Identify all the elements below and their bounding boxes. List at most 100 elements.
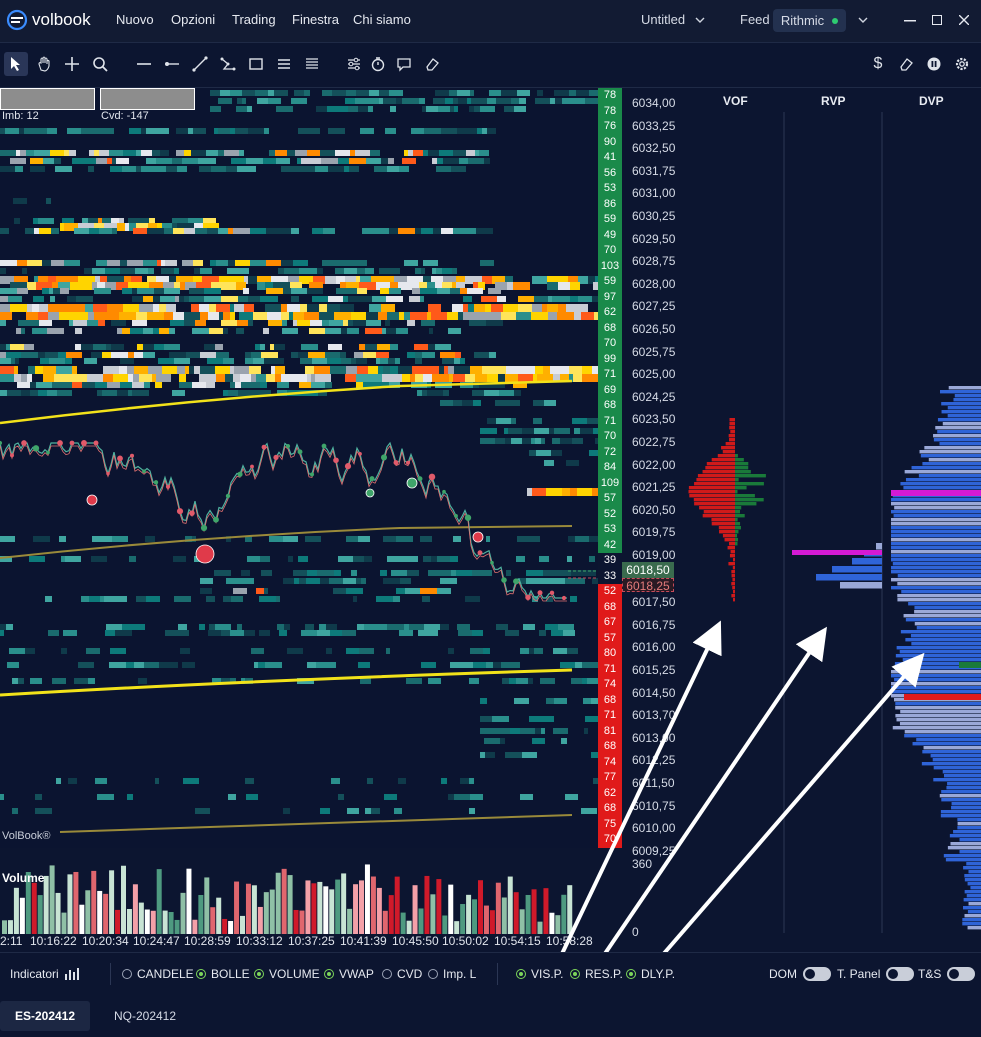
heatmap-cell xyxy=(223,328,228,334)
feed-chevron-down-icon[interactable] xyxy=(858,17,868,23)
radio-icon[interactable] xyxy=(428,969,438,979)
option-impl[interactable]: Imp. L xyxy=(428,967,476,981)
heatmap-cell xyxy=(407,352,415,358)
heatmap-cell xyxy=(109,312,119,320)
option-bolle[interactable]: BOLLE xyxy=(196,967,250,981)
radio-icon[interactable] xyxy=(254,969,264,979)
heatmap-cell xyxy=(33,296,44,302)
heatmap-cell xyxy=(253,358,264,364)
menu-finestra[interactable]: Finestra xyxy=(292,12,339,27)
price-axis[interactable]: 6018,50 6018,25 360 0 6034,00 6033,25 6032… xyxy=(622,88,685,939)
heatmap-chart[interactable]: Imb: 12 Cvd: -147 VolBook® xyxy=(0,88,622,848)
menu-trading[interactable]: Trading xyxy=(232,12,276,27)
dvp-bar xyxy=(930,754,981,758)
heatmap-cell xyxy=(134,366,148,374)
radio-icon[interactable] xyxy=(516,969,526,979)
radio-icon[interactable] xyxy=(626,969,636,979)
bid-cell: 70 xyxy=(598,243,622,259)
option-label: CVD xyxy=(397,967,423,981)
close-icon[interactable] xyxy=(959,15,969,25)
volume-label: Volume xyxy=(2,871,45,885)
option-visp[interactable]: VIS.P. xyxy=(516,967,563,981)
maximize-icon[interactable] xyxy=(932,15,942,25)
option-label: Imp. L xyxy=(443,967,477,981)
zoom-icon[interactable] xyxy=(88,52,112,76)
heatmap-cell xyxy=(208,312,219,320)
heatmap-cell xyxy=(239,150,244,156)
option-dlyp[interactable]: DLY.P. xyxy=(626,967,675,981)
heatmap-cell xyxy=(510,728,520,734)
ray-icon[interactable] xyxy=(160,52,184,76)
crosshair-icon[interactable] xyxy=(60,52,84,76)
option-cvd[interactable]: CVD xyxy=(382,967,422,981)
gear-icon[interactable] xyxy=(950,52,974,76)
option-resp[interactable]: RES.P. xyxy=(570,967,623,981)
heatmap-cell xyxy=(266,228,278,234)
hline-icon[interactable] xyxy=(132,52,156,76)
pause-icon[interactable] xyxy=(922,52,946,76)
eraser-icon[interactable] xyxy=(420,52,444,76)
heatmap-cell xyxy=(337,106,348,112)
rectangle-icon[interactable] xyxy=(244,52,268,76)
heatmap-cell xyxy=(470,794,483,800)
tab-nq[interactable]: NQ-202412 xyxy=(113,1009,177,1023)
heatmap-cell xyxy=(293,320,297,326)
chat-icon[interactable] xyxy=(392,52,416,76)
menu-chi-siamo[interactable]: Chi siamo xyxy=(353,12,411,27)
hand-icon[interactable] xyxy=(32,52,56,76)
menu-nuovo[interactable]: Nuovo xyxy=(116,12,154,27)
option-candele[interactable]: CANDELE xyxy=(122,967,194,981)
heatmap-cell xyxy=(200,578,213,584)
list-icon[interactable] xyxy=(300,52,324,76)
radio-icon[interactable] xyxy=(324,969,334,979)
ask-cell: 70 xyxy=(598,832,622,848)
radio-icon[interactable] xyxy=(122,969,132,979)
tab-es[interactable]: ES-202412 xyxy=(0,1001,90,1031)
heatmap-cell xyxy=(91,556,107,562)
radio-icon[interactable] xyxy=(196,969,206,979)
radio-icon[interactable] xyxy=(570,969,580,979)
dvp-bar xyxy=(891,578,981,582)
dom-toggle[interactable]: DOM xyxy=(769,967,831,981)
heatmap-cell xyxy=(230,678,236,684)
dvp-bar xyxy=(903,666,981,670)
option-vwap[interactable]: VWAP xyxy=(324,967,374,981)
heatmap-cell xyxy=(567,556,572,562)
indicators-button[interactable]: Indicatori xyxy=(10,967,79,981)
ts-toggle[interactable]: T&S xyxy=(918,967,976,981)
dvp-bar xyxy=(891,510,981,514)
volume-pane[interactable]: Volume xyxy=(0,850,622,938)
path-icon[interactable] xyxy=(216,52,240,76)
lines-icon[interactable] xyxy=(272,52,296,76)
trade-bubble xyxy=(142,469,146,474)
heatmap-cell xyxy=(159,304,166,312)
trendline-icon[interactable] xyxy=(188,52,212,76)
option-volume[interactable]: VOLUME xyxy=(254,967,320,981)
tpanel-toggle[interactable]: T. Panel xyxy=(837,967,915,981)
bid-cell: 62 xyxy=(598,305,622,321)
dvp-bar xyxy=(947,406,981,410)
heatmap-cell xyxy=(193,276,202,284)
vof-ask-bar xyxy=(727,546,735,550)
menu-opzioni[interactable]: Opzioni xyxy=(171,12,216,27)
pointer-icon[interactable] xyxy=(4,52,28,76)
heatmap-cell xyxy=(312,228,323,234)
toggle-switch[interactable] xyxy=(886,967,915,981)
dvp-bar xyxy=(966,894,981,898)
workspace-selector[interactable]: Untitled xyxy=(641,12,705,27)
toggle-switch[interactable] xyxy=(947,967,976,981)
heatmap-cell xyxy=(319,624,326,630)
feed-badge[interactable]: Rithmic xyxy=(773,9,846,32)
minimize-icon[interactable] xyxy=(904,20,916,22)
heatmap-cell xyxy=(379,268,395,274)
dollar-icon[interactable]: $ xyxy=(873,55,883,72)
toggle-switch[interactable] xyxy=(803,967,831,981)
heatmap-cell xyxy=(479,570,492,576)
radio-icon[interactable] xyxy=(382,969,392,979)
settings-sliders-icon[interactable] xyxy=(342,52,366,76)
heatmap-cell xyxy=(33,218,38,224)
heatmap-cell xyxy=(399,312,404,320)
stopwatch-icon[interactable] xyxy=(366,52,390,76)
volume-bar xyxy=(406,920,412,934)
eraser-right-icon[interactable] xyxy=(894,52,918,76)
